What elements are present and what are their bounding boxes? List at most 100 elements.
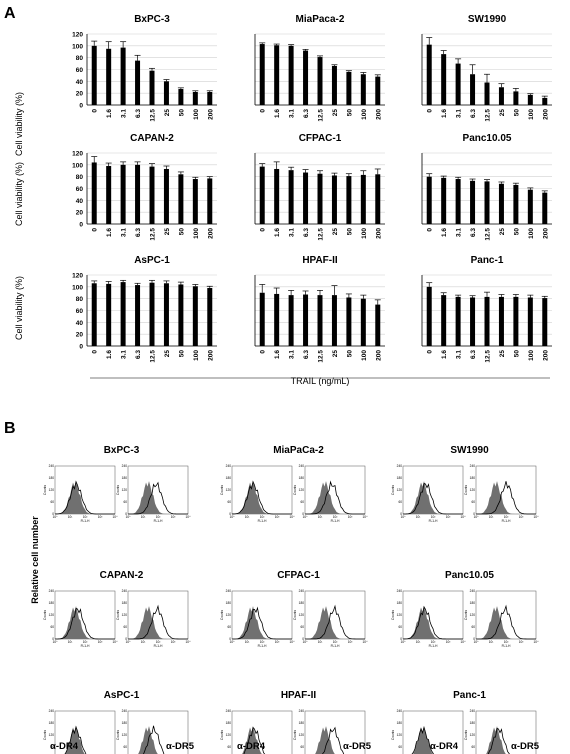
flow-panc10-05: Panc10.05 0 60 120 180 240 10⁰ 10¹ 10² 10³ 10⁴ FL1-… [391,570,539,648]
x-tick-label: 3.1 [456,109,463,118]
y-tick-label: 120 [72,151,83,158]
x-tick-label: 200 [207,109,214,120]
flow-y-tick: 60 [227,745,231,749]
bar-cfpac-1-4 [317,173,323,224]
flow-y-tick: 240 [470,464,476,468]
flow-y-tick: 180 [226,721,232,725]
isotype-peak [128,481,188,514]
flow-x-tick: 10⁴ [363,640,369,644]
y-tick-label: 40 [76,198,84,205]
x-tick-label: 50 [178,228,185,236]
y-tick-label: 100 [72,284,83,291]
flow-y-axis-label: Counts [116,485,120,496]
histogram-miapaca-2-dr5: 0 60 120 180 240 10⁰ 10¹ 10² 10³ 10⁴ FL1-H Counts [293,464,368,523]
receptor-peak [322,726,345,754]
bar-capan-2-6 [178,174,184,224]
x-tick-label: 3.1 [121,228,128,237]
flow-x-tick: 10¹ [318,515,323,519]
x-tick-label: 12.5 [485,228,492,241]
flow-x-tick: 10⁰ [474,515,480,519]
receptor-peak [487,727,510,754]
flow-y-axis-label: Counts [464,485,468,496]
bar-bxpc-3-0 [91,45,97,105]
bar-hpaf-ii-0 [259,292,265,346]
flow-y-axis-label: Counts [293,485,297,496]
histogram-frame [231,710,293,754]
isotype-peak [305,606,365,639]
flow-y-tick: 60 [300,625,304,629]
antibody-label-1: α-DR4 [50,741,79,752]
flow-y-tick: 60 [398,745,402,749]
flow-y-axis-label: Counts [220,730,224,741]
flow-y-tick: 240 [226,709,232,713]
histogram-capan-2-dr5: 0 60 120 180 240 10⁰ 10¹ 10² 10³ 10⁴ FL1-H Counts [116,589,191,648]
flow-y-tick: 60 [398,625,402,629]
flow-x-tick: 10¹ [68,640,73,644]
flow-y-tick: 240 [122,709,128,713]
flow-hpaf-ii: HPAF-II06012018024010⁰10¹10²10³10⁴FL1-HC… [220,690,366,754]
flow-y-axis-label: Counts [464,730,468,741]
bar-miapaca-2-6 [346,71,352,105]
flow-y-tick: 240 [397,589,403,593]
x-tick-label: 3.1 [289,228,296,237]
x-tick-label: 0 [427,228,434,232]
bar-panc10-05-2 [455,179,461,224]
bar-miapaca-2-1 [274,45,280,105]
bar-capan-2-5 [163,168,169,224]
bar-hpaf-ii-4 [317,295,323,346]
bar-capan-2-4 [149,166,155,224]
x-tick-label: 25 [499,350,506,358]
flow-x-tick: 10¹ [68,515,73,519]
flow-x-tick: 10⁴ [113,640,119,644]
flow-x-tick: 10⁰ [303,515,309,519]
flow-y-tick: 120 [299,733,305,737]
flow-y-tick: 240 [397,464,403,468]
bar-panc-1-2 [455,296,461,346]
histogram-frame [475,590,537,640]
flow-y-tick: 120 [226,613,232,617]
receptor-peak [231,480,292,515]
flow-y-tick: 180 [49,721,55,725]
flow-title-cfpac-1: CFPAC-1 [277,570,320,581]
flow-y-tick: 180 [470,601,476,605]
y-tick-label: 0 [79,222,83,229]
flow-x-tick: 10² [431,640,436,644]
flow-y-tick: 60 [471,500,475,504]
flow-y-tick: 180 [122,601,128,605]
flow-y-axis-label: Counts [391,485,395,496]
flow-y-tick: 120 [226,733,232,737]
flow-y-tick: 60 [471,745,475,749]
bar-cfpac-1-2 [288,170,294,224]
flow-x-axis-label: FL1-H [331,644,341,648]
flow-x-axis-label: FL1-H [154,519,164,523]
flow-x-axis-label: FL1-H [331,519,341,523]
y-tick-label: 60 [76,186,84,193]
flow-y-axis-label: Counts [43,730,47,741]
chart-panc-1: Panc-1 0 1.6 3.1 6.3 12.5 25 50 100 200 [421,255,552,363]
flow-y-tick: 0 [52,637,54,641]
receptor-peak [54,607,115,640]
x-tick-label: 50 [178,109,185,117]
chart-title-aspc-1: AsPC-1 [134,255,170,266]
bar-hpaf-ii-3 [303,294,309,346]
chart-aspc-1: 0 20 40 60 80 100 120 AsPC-1 0 1.6 3.1 6.3 12.5 25 50 1… [72,255,217,363]
chart-sw1990: SW1990 0 1.6 3.1 6.3 12.5 25 50 100 200 [421,14,552,122]
x-tick-label: 3.1 [456,228,463,237]
flow-x-tick: 10⁴ [461,515,467,519]
histogram-miapaca-2-dr4: 0 60 120 180 240 10⁰ 10¹ 10² 10³ 10⁴ FL1-H Counts [220,464,295,523]
x-tick-label: 50 [513,350,520,358]
x-tick-label: 100 [193,109,200,120]
flow-x-tick: 10³ [171,515,176,519]
bar-panc-1-1 [441,295,447,346]
x-tick-label: 1.6 [274,350,281,359]
flow-y-tick: 120 [397,488,403,492]
bar-cfpac-1-8 [375,174,381,224]
x-tick-label: 200 [207,350,214,361]
histogram-bxpc-3-dr5: 0 60 120 180 240 10⁰ 10¹ 10² 10³ 10⁴ FL1-H Counts [116,464,191,523]
isotype-peak [55,606,115,639]
flow-y-tick: 0 [400,637,402,641]
bar-hpaf-ii-6 [346,297,352,346]
bar-panc10-05-5 [498,183,504,224]
histogram-sw1990-dr5: 0 60 120 180 240 10⁰ 10¹ 10² 10³ 10⁴ FL1-H Counts [464,464,539,523]
histogram-frame [54,590,116,640]
